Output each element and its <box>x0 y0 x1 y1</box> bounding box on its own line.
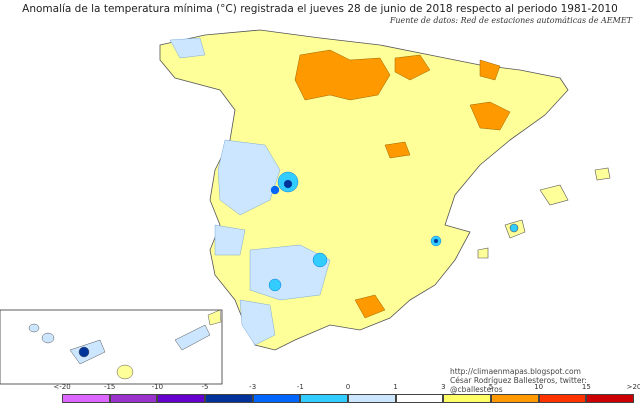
legend-color-swatch <box>443 394 491 403</box>
balearic-islands <box>477 167 611 259</box>
legend-tick-label: -10 <box>151 383 164 391</box>
author: César Rodríguez Ballesteros, twitter: @c… <box>450 376 587 394</box>
color-legend: <-20 -15 -10 -5 -3 -1 0 1 3 5 10 15 >20 <box>53 383 640 405</box>
legend-tick-label: >20 <box>626 383 640 391</box>
legend-tick-label: 1 <box>393 383 398 391</box>
legend-color-swatch <box>252 394 301 403</box>
cold-anomaly-cores <box>268 171 442 292</box>
legend-color-swatch <box>586 394 634 403</box>
legend-tick-label: 15 <box>581 383 591 391</box>
canary-inset-frame <box>0 309 223 385</box>
legend-color-swatch <box>300 394 348 403</box>
legend-color-swatch <box>62 394 110 403</box>
legend-color-swatch <box>348 394 396 403</box>
legend-color-swatch <box>205 394 253 403</box>
legend-color-swatch <box>395 394 444 403</box>
legend-color-swatch <box>109 394 158 403</box>
legend-tick-label: 3 <box>441 383 446 391</box>
legend-tick-label: 10 <box>534 383 544 391</box>
map-title: Anomalía de la temperatura mínima (°C) r… <box>22 3 618 15</box>
map-credit: http://climaenmapas.blogspot.com César R… <box>450 367 640 394</box>
legend-tick-label: -15 <box>103 383 116 391</box>
legend-color-swatch <box>538 394 587 403</box>
legend-tick-label: -1 <box>296 383 304 391</box>
warm-anomaly-areas <box>294 49 511 319</box>
legend-tick-label: 0 <box>345 383 351 391</box>
legend-tick-label: -5 <box>201 383 209 391</box>
legend-tick-label: <-20 <box>53 383 71 391</box>
canary-islands <box>28 309 222 380</box>
legend-tick-label: -3 <box>249 383 257 391</box>
data-source: Fuente de datos: Red de estaciones autom… <box>389 16 632 25</box>
legend-color-swatch <box>491 394 539 403</box>
legend-color-swatch <box>157 394 205 403</box>
blog-url[interactable]: http://climaenmapas.blogspot.com <box>450 367 581 376</box>
legend-tick-label: 5 <box>488 383 494 391</box>
